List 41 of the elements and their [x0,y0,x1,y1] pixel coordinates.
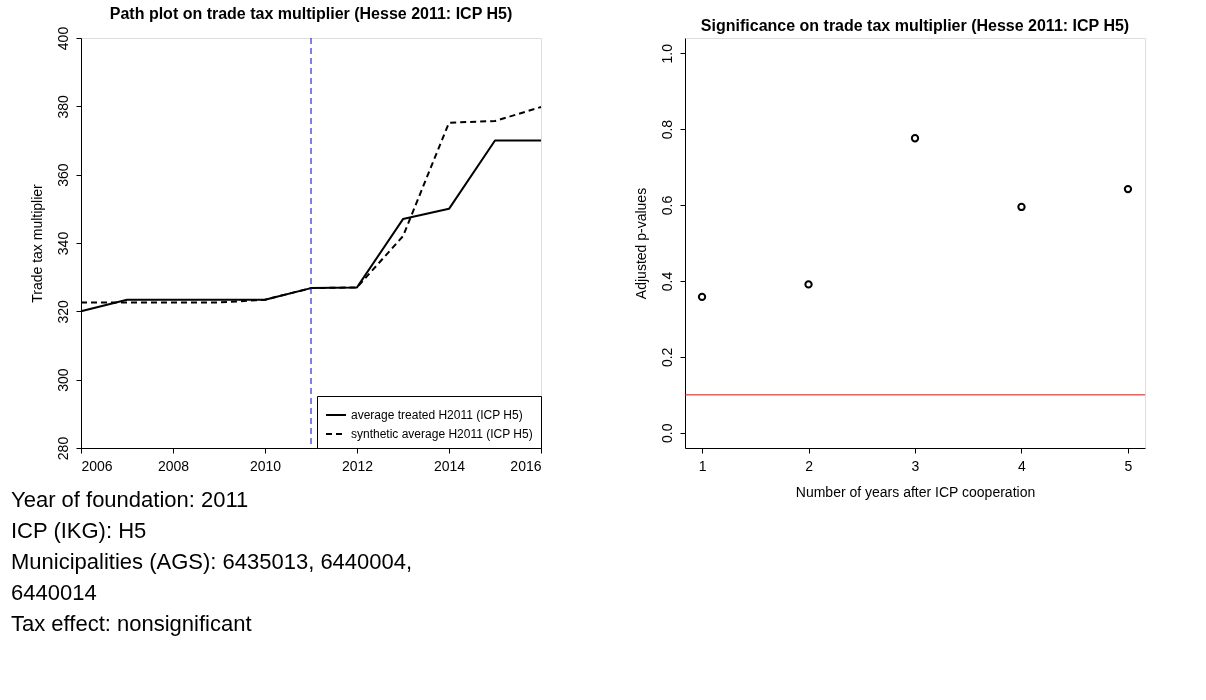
x-tick-label: 2016 [510,457,542,474]
x-tick-label: 2012 [341,457,374,474]
point [697,292,707,302]
text: Tax effect: nonsignificant [11,611,252,636]
chart-title: Path plot on trade tax multiplier (Hesse 2011: ICP H5) [109,5,513,23]
point [804,280,813,289]
x-tick-label: 2006 [81,457,113,474]
legend-label: synthetic average H2011 (ICP H5) [351,427,533,441]
legend-label: average treated H2011 (ICP H5) [351,408,523,422]
x-tick-label: 5 [1124,457,1133,474]
y-axis-title: Adjusted p-values [632,187,649,300]
x-tick-label: 2 [805,457,814,474]
chart-title: Significance on trade tax multiplier (Hesse 2011: ICP H5) [700,17,1130,34]
y-tick-label: 340 [54,231,71,256]
y-tick-label: 0.6 [658,195,675,216]
x-tick-label: 2014 [433,457,466,474]
text: ICP (IKG): H5 [11,518,147,543]
text: Municipalities (AGS): 6435013, 6440004, [11,549,413,574]
point [1123,184,1133,194]
y-tick-label: 0.2 [658,347,675,368]
y-tick-label: 400 [54,26,71,51]
x-tick-label: 2010 [249,457,282,474]
point [1017,202,1026,212]
x-tick-label: 1 [698,457,707,474]
y-tick-label: 0.8 [658,119,675,140]
point [910,134,920,143]
text: Year of foundation: 2011 [11,487,249,512]
y-tick-label: 1.0 [658,43,675,64]
y-tick-label: 360 [54,163,71,187]
y-tick-label: 320 [54,299,71,324]
x-tick-label: 3 [911,457,920,474]
y-tick-label: 300 [54,368,71,392]
text: 6440014 [11,580,97,605]
x-tick-label: 2008 [157,457,190,474]
y-tick-label: 380 [54,94,71,119]
x-tick-label: 4 [1018,457,1027,474]
x-axis-title: Number of years after ICP cooperation [795,483,1036,500]
y-tick-label: 0.0 [658,423,675,444]
y-tick-label: 0.4 [658,271,675,292]
y-tick-label: 280 [54,436,71,461]
y-axis-title: Trade tax multiplier [28,183,45,303]
